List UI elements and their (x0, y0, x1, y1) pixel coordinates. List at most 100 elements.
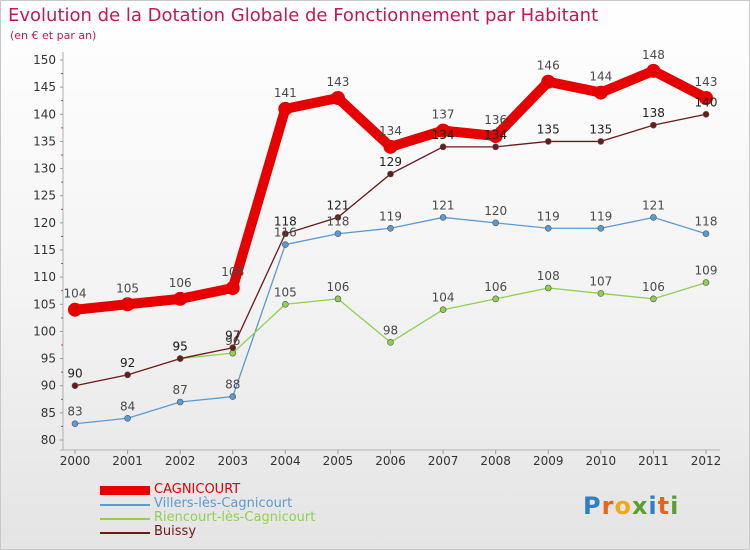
axes: 80 85 90 95 100 105 110 115 120 125 130 135 140 145 15… (33, 52, 721, 468)
data-label-cagnicourt: 143 (695, 75, 718, 89)
data-label-villers-l-s-cagnicourt: 119 (537, 209, 560, 223)
chart-subtitle: (en € et par an) (10, 29, 97, 42)
data-label-cagnicourt: 144 (589, 70, 612, 84)
data-label-buissy: 95 (173, 340, 188, 354)
data-label-cagnicourt: 146 (537, 59, 560, 73)
x-tick-label: 2003 (217, 454, 248, 468)
data-label-riencourt-l-s-cagnicourt: 106 (642, 280, 665, 294)
data-point-cagnicourt (120, 297, 135, 312)
data-point-buissy (439, 143, 447, 151)
y-tick-label: 115 (33, 243, 56, 257)
data-point-buissy (544, 138, 552, 145)
x-tick-label: 2000 (60, 454, 91, 468)
data-point-riencourt-l-s-cagnicourt (544, 284, 552, 292)
data-label-villers-l-s-cagnicourt: 121 (642, 198, 665, 212)
data-label-riencourt-l-s-cagnicourt: 106 (326, 280, 349, 294)
data-label-buissy: 135 (537, 122, 560, 136)
y-tick-label: 125 (33, 189, 56, 203)
data-point-cagnicourt (383, 139, 398, 154)
x-tick-label: 2007 (428, 454, 459, 468)
legend-label: Riencourt-lès-Cagnicourt (154, 510, 316, 525)
legend-label: Villers-lès-Cagnicourt (154, 496, 293, 511)
x-tick-label: 2009 (533, 454, 564, 468)
y-tick-label: 135 (33, 134, 56, 148)
logo-letter: i (670, 492, 680, 520)
data-label-cagnicourt: 134 (379, 124, 402, 138)
data-point-buissy (334, 214, 342, 221)
y-tick-label: 110 (33, 270, 56, 284)
data-label-cagnicourt: 141 (274, 86, 297, 100)
data-label-cagnicourt: 104 (64, 287, 87, 301)
data-point-villers-l-s-cagnicourt (282, 241, 289, 248)
data-point-buissy (176, 355, 184, 362)
data-label-buissy: 135 (589, 122, 612, 136)
logo-letter: t (657, 492, 671, 520)
x-tick-label: 2012 (691, 454, 722, 468)
data-point-cagnicourt (436, 123, 451, 138)
data-point-riencourt-l-s-cagnicourt (334, 295, 342, 303)
data-point-cagnicourt (488, 129, 503, 143)
y-tick-label: 130 (33, 162, 56, 176)
x-tick-label: 2004 (270, 454, 301, 468)
data-label-cagnicourt: 106 (169, 276, 192, 290)
legend-swatch (100, 504, 150, 506)
legend-swatch (100, 532, 150, 534)
data-point-buissy (702, 110, 710, 118)
y-tick-label: 95 (41, 352, 56, 366)
data-point-cagnicourt (541, 74, 556, 89)
data-point-cagnicourt (278, 101, 293, 116)
data-label-villers-l-s-cagnicourt: 84 (120, 399, 135, 413)
data-label-buissy: 121 (326, 198, 349, 212)
data-point-buissy (282, 230, 289, 238)
data-label-cagnicourt: 143 (326, 75, 349, 89)
data-point-villers-l-s-cagnicourt (439, 214, 447, 221)
y-tick-label: 150 (33, 53, 56, 67)
data-point-cagnicourt (68, 302, 82, 317)
data-label-buissy: 134 (432, 128, 455, 142)
data-point-villers-l-s-cagnicourt (650, 214, 657, 221)
data-label-villers-l-s-cagnicourt: 116 (274, 226, 297, 240)
data-label-buissy: 118 (274, 215, 297, 229)
x-tick-label: 2008 (480, 454, 511, 468)
data-label-cagnicourt: 137 (432, 108, 455, 122)
x-tick-label: 2006 (375, 454, 406, 468)
data-point-buissy (650, 121, 657, 129)
logo-letter: o (614, 492, 632, 520)
data-label-cagnicourt: 148 (642, 48, 665, 62)
data-point-riencourt-l-s-cagnicourt (492, 295, 499, 303)
y-tick-label: 145 (33, 80, 56, 94)
data-label-villers-l-s-cagnicourt: 120 (484, 204, 507, 218)
data-point-cagnicourt (646, 63, 661, 78)
data-point-riencourt-l-s-cagnicourt (387, 338, 394, 346)
data-point-villers-l-s-cagnicourt (176, 398, 184, 406)
data-label-riencourt-l-s-cagnicourt: 95 (173, 340, 188, 354)
data-label-buissy: 140 (695, 95, 718, 109)
data-point-buissy (597, 138, 605, 145)
data-point-buissy (71, 382, 79, 390)
data-point-buissy (229, 344, 237, 352)
data-point-villers-l-s-cagnicourt (334, 230, 342, 238)
data-point-villers-l-s-cagnicourt (544, 224, 552, 232)
y-tick-label: 85 (41, 406, 56, 420)
series-line-villers-l-s-cagnicourt (74, 216, 707, 425)
data-label-cagnicourt: 136 (484, 113, 507, 127)
y-tick-label: 120 (33, 216, 56, 230)
data-label-riencourt-l-s-cagnicourt: 106 (484, 280, 507, 294)
x-tick-label: 2005 (323, 454, 354, 468)
y-tick-label: 80 (41, 433, 56, 447)
data-point-cagnicourt (330, 91, 345, 105)
x-tick-label: 2010 (586, 454, 617, 468)
data-label-buissy: 134 (484, 128, 507, 142)
data-point-riencourt-l-s-cagnicourt (439, 306, 447, 314)
data-label-riencourt-l-s-cagnicourt: 108 (537, 269, 560, 283)
x-tick-label: 2002 (165, 454, 196, 468)
y-tick-label: 90 (41, 379, 56, 393)
logo-letter: i (648, 492, 658, 520)
series-lines (68, 63, 713, 428)
y-tick-label: 140 (33, 107, 56, 121)
data-label-riencourt-l-s-cagnicourt: 105 (274, 285, 297, 299)
data-point-cagnicourt (225, 281, 240, 295)
data-label-buissy: 92 (120, 356, 135, 370)
